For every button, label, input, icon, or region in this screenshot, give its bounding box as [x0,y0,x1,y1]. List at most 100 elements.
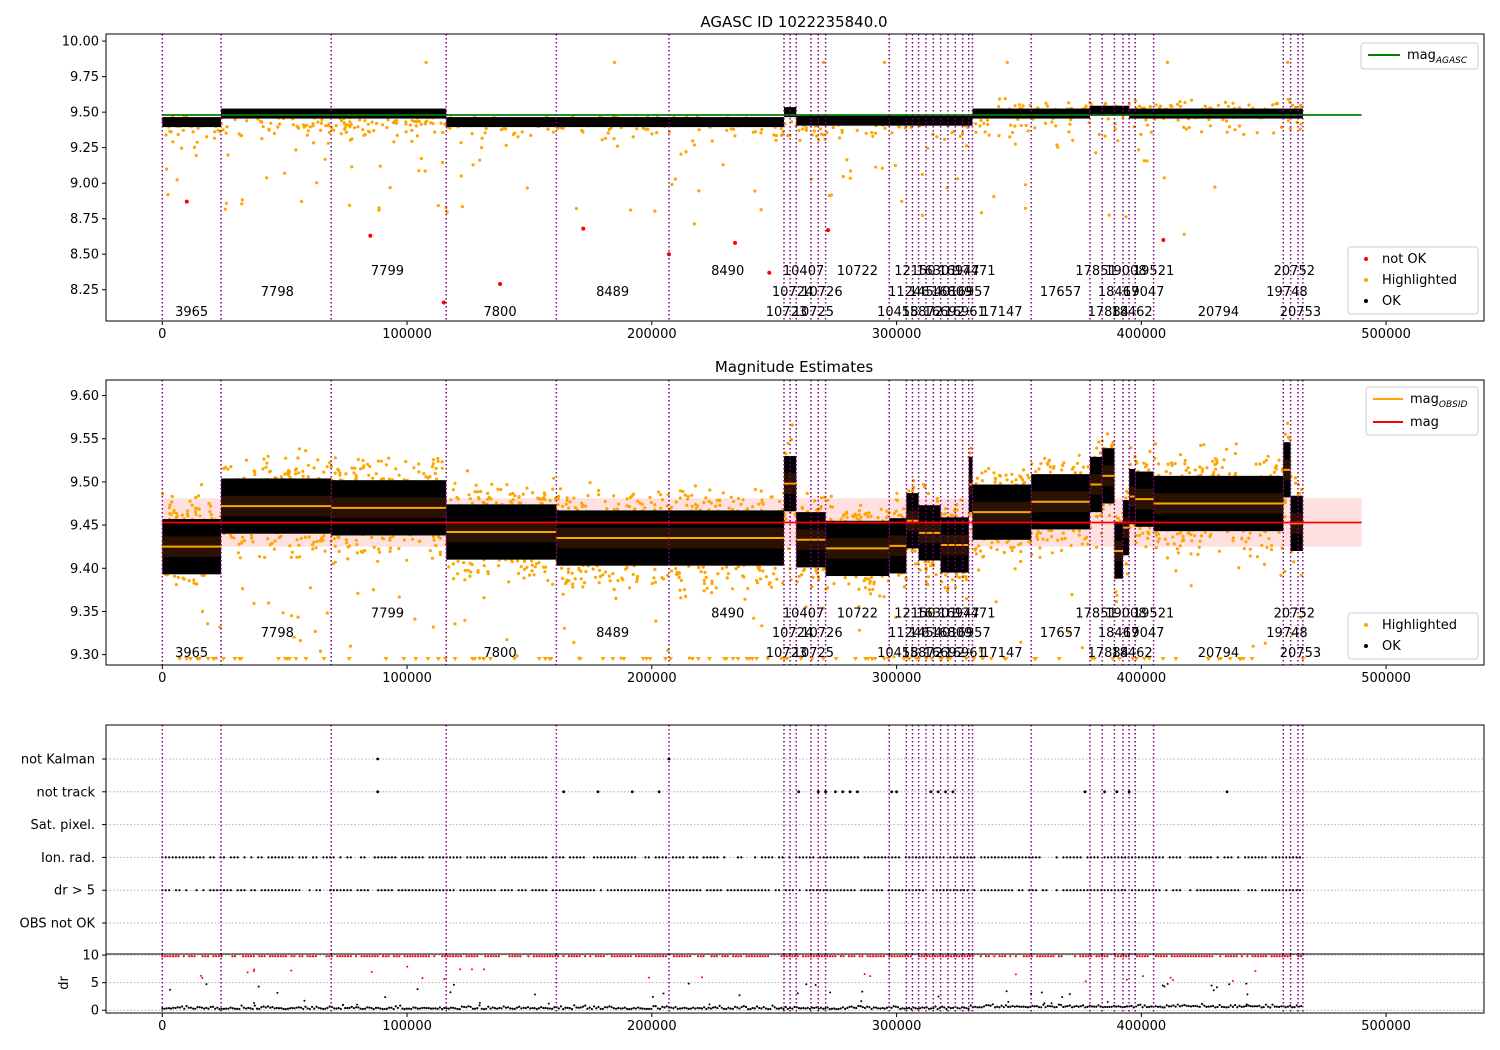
dr-point [1245,1003,1248,1006]
dr-point [1077,1005,1080,1008]
dr-point [451,1006,455,1009]
highlighted-point [530,563,534,567]
x-tick-label: 300000 [872,671,922,686]
dr-point [1033,1005,1036,1008]
flag-point [483,889,486,892]
flag-point [1000,856,1003,859]
dr-point [218,1008,221,1011]
highlighted-point [513,494,517,498]
dr-point [708,1003,711,1006]
dr-high-point [1141,955,1144,958]
flag-point [575,889,579,892]
highlighted-point [378,164,382,168]
dr-high-point [1028,955,1031,958]
highlighted-point [965,144,969,148]
highlighted-point [1059,548,1064,553]
highlighted-point [1299,103,1303,107]
flag-point [551,889,555,892]
obsid-label: 15872 [902,305,943,320]
not-ok-point [1161,238,1166,243]
dr-point [573,1004,576,1007]
highlighted-point [949,513,954,517]
dr-point [641,1007,644,1010]
dr-point [956,1006,959,1010]
flag-point [418,856,421,859]
highlighted-point [757,502,761,506]
flag-point [675,856,678,859]
dr-point [1215,986,1218,989]
highlighted-point [1198,465,1202,469]
dr-point [579,1006,582,1009]
highlighted-point [222,467,226,471]
highlighted-point [607,574,612,578]
highlighted-point [441,130,445,135]
dr-point [205,983,208,986]
highlighted-point [336,536,340,540]
dr-point [1172,1004,1175,1007]
dr-point [1110,1005,1113,1008]
dr-point [766,1008,770,1011]
dr-point [700,976,703,979]
dr-high-point [274,955,277,958]
highlighted-point [826,498,830,502]
dr-point [1070,1006,1074,1009]
highlighted-point [1233,452,1237,456]
flag-point [895,790,898,794]
highlighted-point [702,581,707,586]
highlighted-point [370,535,374,540]
highlighted-point [1047,458,1051,462]
highlighted-point [237,542,241,546]
dr-point [524,1007,527,1010]
agasc-magnitude-panel: AGASC ID 1022235840.0 396577987799780084… [62,13,1485,342]
dr-high-point [309,955,312,958]
highlighted-point [597,488,601,493]
highlighted-point [964,578,969,582]
highlighted-point [1231,536,1235,540]
dr-point [645,1007,649,1011]
dr-point [623,1006,626,1009]
ok-points-band [1129,108,1303,119]
dr-point [634,1007,638,1010]
dr-point [1139,1003,1142,1006]
dr-point [227,1007,230,1010]
flag-point [682,889,685,892]
highlighted-point [240,198,244,202]
dr-point [273,1007,276,1010]
dr-point [764,1007,767,1010]
highlighted-point [221,128,225,132]
dr-high-point [941,955,945,958]
highlighted-point [1095,545,1099,549]
flag-point [798,889,801,892]
flag-point [661,856,664,859]
highlighted-point [516,559,520,563]
highlighted-point [476,490,480,494]
dr-point [253,1004,256,1007]
dr-point [531,1006,534,1010]
flag-point [1268,889,1271,892]
dr-point [356,1003,359,1006]
obsid-label: 16301 [916,264,957,279]
dr-point [905,1007,908,1010]
flag-point [1096,856,1099,859]
dr-point [518,1005,521,1008]
highlighted-point [188,499,192,503]
flag-point [1295,889,1298,892]
highlighted-point [606,131,610,135]
highlighted-point [825,130,829,134]
dr-point [1081,1004,1085,1007]
highlighted-point [334,124,338,128]
dr-point [553,1006,556,1009]
flag-point [1148,856,1151,859]
highlighted-point [1044,121,1048,125]
flag-point [1295,856,1298,859]
highlighted-point [975,476,980,480]
dr-point [672,1007,675,1010]
flag-point [623,856,626,859]
highlighted-point [579,577,584,581]
dr-point [1026,1006,1030,1009]
highlighted-point [1214,467,1218,471]
obsid-label: 16692 [924,305,965,320]
flag-point [657,790,661,794]
flag-point [620,889,623,892]
dr-high-point [177,955,180,958]
